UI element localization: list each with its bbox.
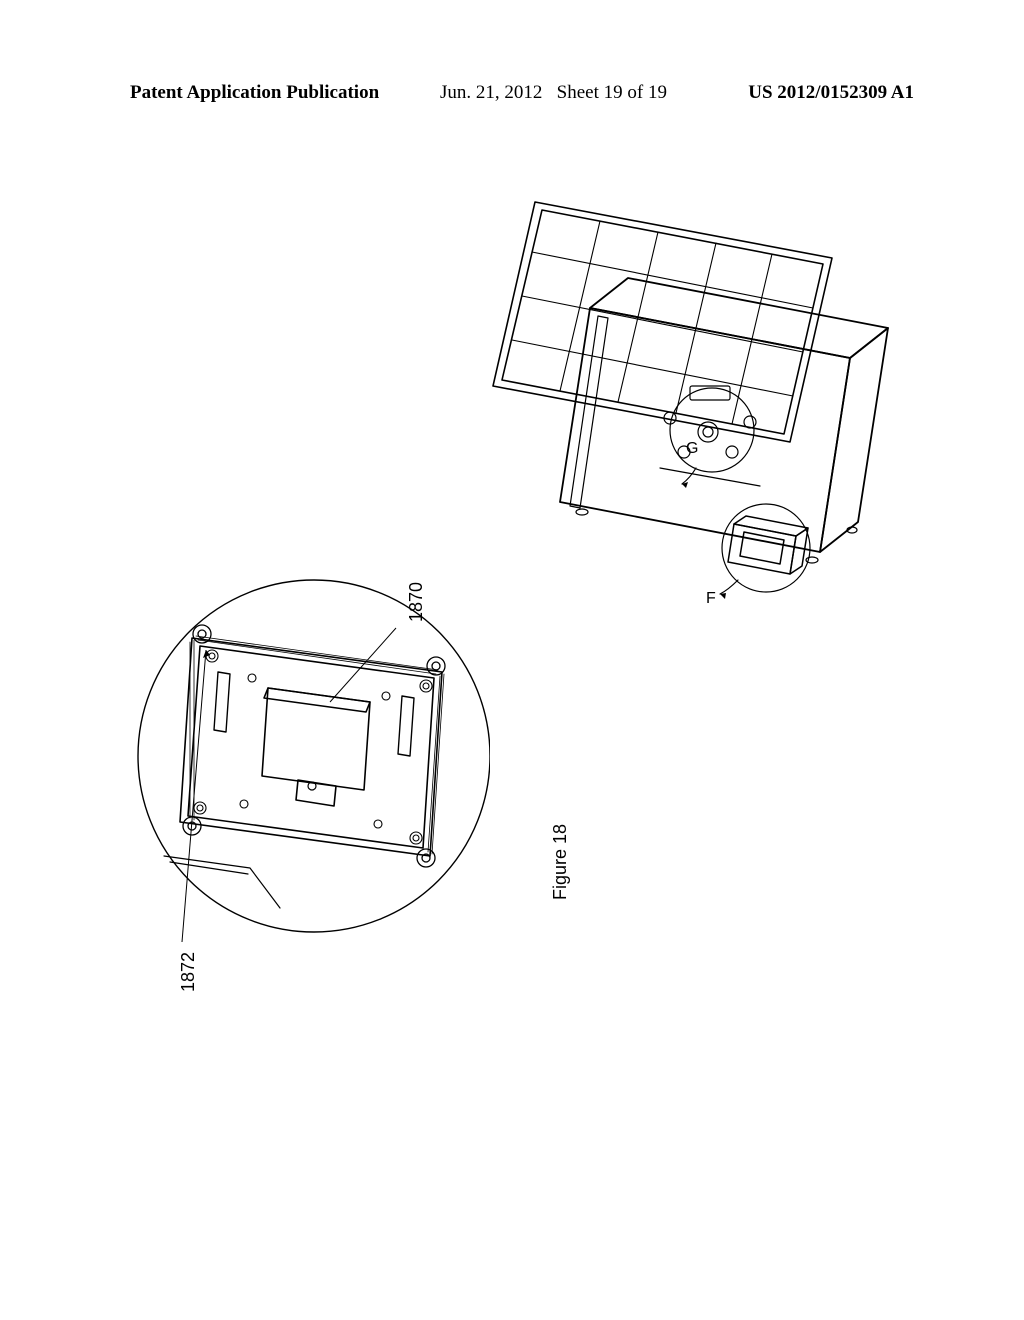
leader-1870 (300, 610, 420, 730)
detail-callout-f: F (706, 590, 716, 608)
header-date: Jun. 21, 2012 (440, 82, 542, 103)
patent-header: Patent Application Publication Jun. 21, … (0, 82, 1024, 104)
figure-18: G F (130, 190, 910, 1190)
page: Patent Application Publication Jun. 21, … (0, 0, 1024, 1320)
header-publication-type: Patent Application Publication (130, 82, 379, 104)
header-sheet: Sheet 19 of 19 (557, 82, 667, 103)
figure-caption: Figure 18 (550, 824, 571, 900)
detail-callout-g: G (686, 440, 698, 458)
header-pubnum: US 2012/0152309 A1 (748, 82, 914, 104)
ref-numeral-1872: 1872 (178, 952, 199, 992)
leader-1872 (170, 620, 250, 950)
header-date-sheet: Jun. 21, 2012 Sheet 19 of 19 (440, 82, 667, 104)
cabinet-assembly-drawing (440, 190, 910, 610)
